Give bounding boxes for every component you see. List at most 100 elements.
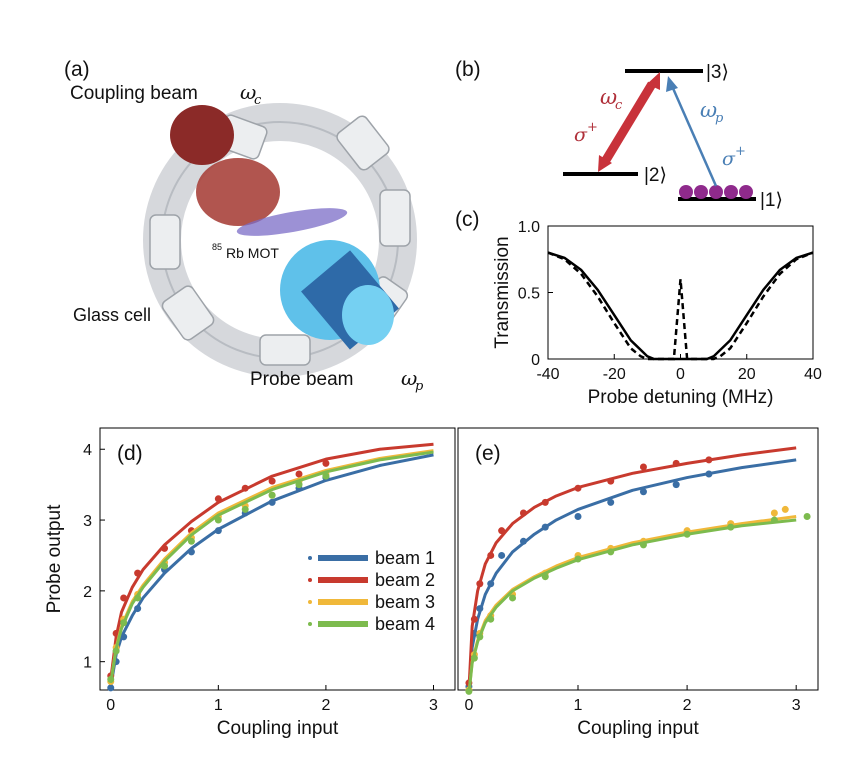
- omega-p-label: ω: [700, 98, 717, 122]
- data-point-series-3: [770, 509, 778, 517]
- probe-symbol-sub: p: [415, 379, 424, 394]
- data-point-series-4: [112, 647, 120, 655]
- data-point-series-4: [187, 537, 195, 545]
- fit-line-series-1: [467, 458, 797, 691]
- x-tick-label: -40: [536, 366, 559, 383]
- x-axis-label: Probe detuning (MHz): [588, 387, 774, 408]
- data-point-series-4: [268, 491, 276, 499]
- sigma-plus-coupling: σ: [574, 124, 588, 146]
- coupling-transition-arrow: [602, 81, 656, 163]
- atom-population: [679, 185, 753, 199]
- x-tick-label: 0: [106, 697, 115, 714]
- data-point-series-2: [607, 477, 615, 485]
- panel-e-label: (e): [475, 442, 501, 465]
- data-point-series-4: [241, 505, 249, 513]
- x-axis-label: Coupling input: [577, 718, 699, 739]
- data-point-series-2: [705, 456, 713, 464]
- legend-dot: [308, 600, 312, 604]
- data-point-series-4: [541, 573, 549, 581]
- panel-d-label: (d): [117, 442, 143, 465]
- plot-frame: [99, 427, 456, 691]
- data-point-series-4: [161, 562, 169, 570]
- data-point-series-2: [161, 544, 169, 552]
- data-point-series-1: [574, 513, 582, 521]
- glass-cell-label: Glass cell: [73, 305, 151, 325]
- x-tick-label: 2: [683, 697, 692, 714]
- data-point-series-2: [214, 495, 222, 503]
- panel-a-label: (a): [64, 58, 90, 81]
- legend-dot: [308, 578, 312, 582]
- x-tick-label: 1: [214, 697, 223, 714]
- data-point-series-1: [107, 684, 115, 692]
- sigma-plus-probe-sup: +: [735, 144, 746, 159]
- series-line-dashed: [547, 251, 814, 361]
- data-point-series-4: [639, 541, 647, 549]
- probe-symbol: ω: [401, 366, 417, 390]
- data-point-series-2: [541, 498, 549, 506]
- x-tick-label: 3: [792, 697, 801, 714]
- y-tick-label: 4: [83, 442, 92, 459]
- sigma-plus-probe: σ: [722, 148, 736, 170]
- data-point-series-4: [295, 481, 303, 489]
- legend-dot: [308, 622, 312, 626]
- x-tick-label: 1: [574, 697, 583, 714]
- data-point-series-4: [120, 619, 128, 627]
- coupling-beam-label: Coupling beam: [70, 83, 198, 104]
- y-tick-label: 0: [531, 352, 540, 369]
- data-point-series-4: [683, 530, 691, 538]
- probe-transition-arrow: [670, 85, 718, 187]
- data-point-series-1: [519, 537, 527, 545]
- probe-beam-label: Probe beam: [250, 369, 354, 390]
- data-point-series-1: [705, 470, 713, 478]
- panel-c-label: (c): [455, 208, 480, 231]
- glass-cell-windows: [149, 114, 411, 366]
- omega-c-sub: c: [615, 98, 623, 113]
- data-point-series-1: [672, 481, 680, 489]
- data-point-series-4: [574, 555, 582, 563]
- data-point-series-2: [470, 615, 478, 623]
- x-tick-label: 40: [804, 366, 822, 383]
- y-tick-label: 3: [83, 513, 92, 530]
- data-point-series-2: [268, 477, 276, 485]
- y-axis-label: Transmission: [492, 236, 513, 348]
- x-tick-label: 0: [676, 366, 685, 383]
- data-point-series-2: [639, 463, 647, 471]
- level-3-label: |3⟩: [706, 62, 729, 83]
- data-point-series-3: [781, 505, 789, 513]
- data-point-series-1: [487, 580, 495, 588]
- data-point-series-2: [519, 509, 527, 517]
- data-point-series-4: [727, 523, 735, 531]
- data-point-series-2: [134, 569, 142, 577]
- data-point-series-1: [607, 498, 615, 506]
- legend-label: beam 3: [375, 592, 435, 612]
- omega-p-sub: p: [715, 111, 724, 126]
- data-point-series-2: [241, 484, 249, 492]
- data-point-series-2: [476, 580, 484, 588]
- data-point-series-4: [509, 594, 517, 602]
- x-tick-label: 3: [429, 697, 438, 714]
- sigma-plus-coupling-sup: +: [587, 120, 598, 135]
- x-tick-label: -20: [603, 366, 626, 383]
- data-point-series-1: [120, 633, 128, 641]
- data-point-series-2: [574, 484, 582, 492]
- data-point-series-1: [476, 605, 484, 613]
- x-tick-label: 0: [464, 697, 473, 714]
- data-point-series-4: [487, 615, 495, 623]
- data-point-series-1: [187, 548, 195, 556]
- probe-beam-end: [342, 285, 394, 345]
- mot-label: Rb MOT: [226, 245, 279, 261]
- x-axis-label: Coupling input: [217, 718, 339, 739]
- coupling-symbol: ω: [240, 80, 256, 104]
- data-point-series-4: [322, 472, 330, 480]
- legend-label: beam 2: [375, 570, 435, 590]
- data-point-series-4: [607, 548, 615, 556]
- coupling-beam-back: [170, 105, 234, 165]
- fit-line-series-3: [467, 515, 797, 694]
- omega-c-label: ω: [600, 85, 617, 109]
- y-tick-label: 1: [83, 655, 92, 672]
- coupling-symbol-sub: c: [254, 93, 262, 108]
- data-point-series-4: [476, 633, 484, 641]
- data-point-series-1: [541, 523, 549, 531]
- legend-label: beam 4: [375, 614, 435, 634]
